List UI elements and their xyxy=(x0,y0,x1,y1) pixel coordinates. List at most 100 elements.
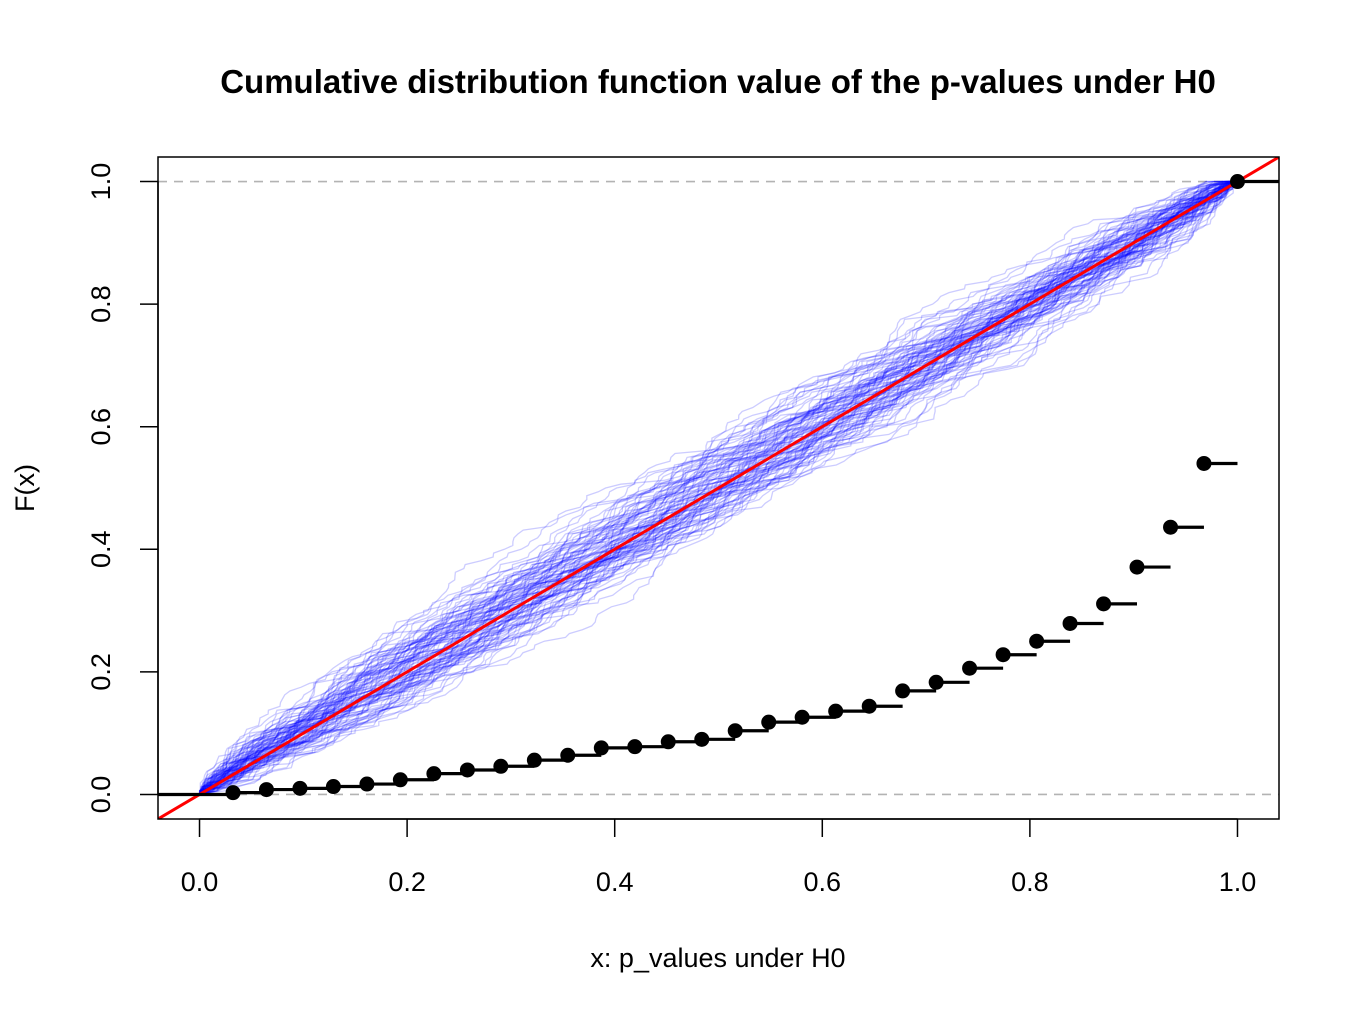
step-point xyxy=(828,703,844,719)
simulated-ecdf-line xyxy=(199,180,1238,796)
step-point xyxy=(493,758,509,774)
simulated-ecdf-line xyxy=(198,180,1238,795)
simulated-ecdf-line xyxy=(199,180,1238,795)
simulated-ecdf-line xyxy=(199,180,1238,796)
y-tick-label: 1.0 xyxy=(86,163,116,201)
step-point xyxy=(861,698,877,714)
simulated-ecdf-line xyxy=(198,180,1238,795)
simulated-ecdf-line xyxy=(199,180,1238,796)
simulated-ecdf-line xyxy=(199,180,1238,796)
simulated-ecdf-line xyxy=(199,180,1238,796)
simulated-ecdf-line xyxy=(199,180,1238,795)
simulated-ecdf-band xyxy=(198,180,1238,796)
step-point xyxy=(1029,633,1045,649)
simulated-ecdf-line xyxy=(198,180,1238,795)
simulated-ecdf-line xyxy=(199,180,1238,796)
chart-title: Cumulative distribution function value o… xyxy=(220,63,1216,100)
simulated-ecdf-line xyxy=(198,180,1238,795)
simulated-ecdf-line xyxy=(199,180,1238,795)
simulated-ecdf-line xyxy=(198,180,1238,795)
simulated-ecdf-line xyxy=(199,180,1238,795)
simulated-ecdf-line xyxy=(198,180,1238,795)
simulated-ecdf-line xyxy=(198,180,1238,795)
step-point xyxy=(1129,559,1145,575)
simulated-ecdf-line xyxy=(198,180,1238,795)
simulated-ecdf-line xyxy=(198,180,1238,795)
step-point xyxy=(895,683,911,699)
simulated-ecdf-line xyxy=(198,180,1238,795)
simulated-ecdf-line xyxy=(198,180,1238,795)
simulated-ecdf-line xyxy=(199,180,1238,795)
x-tick-label: 0.4 xyxy=(596,867,634,897)
simulated-ecdf-line xyxy=(199,180,1238,796)
simulated-ecdf-line xyxy=(199,180,1238,796)
simulated-ecdf-line xyxy=(199,180,1238,796)
step-point xyxy=(426,766,442,782)
simulated-ecdf-line xyxy=(199,180,1238,796)
simulated-ecdf-line xyxy=(198,180,1238,795)
simulated-ecdf-line xyxy=(199,180,1238,795)
simulated-ecdf-line xyxy=(199,180,1238,796)
simulated-ecdf-line xyxy=(199,180,1238,796)
simulated-ecdf-line xyxy=(199,180,1238,796)
plot-area xyxy=(158,157,1279,819)
y-axis-label: F(x) xyxy=(10,464,40,512)
y-axis: 0.0 0.2 0.4 0.6 0.8 1.0 xyxy=(86,163,159,813)
simulated-ecdf-line xyxy=(199,180,1238,796)
simulated-ecdf-line xyxy=(198,180,1238,795)
step-point xyxy=(794,709,810,725)
simulated-ecdf-line xyxy=(198,180,1238,795)
simulated-ecdf-line xyxy=(199,180,1238,796)
uniform-diagonal xyxy=(158,157,1279,819)
simulated-ecdf-line xyxy=(198,180,1238,795)
step-point xyxy=(727,723,743,739)
simulated-ecdf-line xyxy=(198,180,1238,795)
step-point xyxy=(459,762,475,778)
x-tick-label: 0.6 xyxy=(804,867,842,897)
step-point xyxy=(225,785,241,801)
x-tick-label: 0.2 xyxy=(388,867,426,897)
simulated-ecdf-line xyxy=(198,180,1238,795)
simulated-ecdf-line xyxy=(198,180,1238,795)
simulated-ecdf-line xyxy=(199,180,1238,796)
step-point xyxy=(292,780,308,796)
step-point xyxy=(1196,455,1212,471)
simulated-ecdf-line xyxy=(199,180,1238,795)
step-point xyxy=(560,747,576,763)
simulated-ecdf-line xyxy=(198,180,1238,795)
simulated-ecdf-line xyxy=(199,180,1238,796)
x-axis: 0.0 0.2 0.4 0.6 0.8 1.0 xyxy=(181,818,1257,897)
simulated-ecdf-line xyxy=(198,180,1238,795)
step-point xyxy=(593,740,609,756)
simulated-ecdf-line xyxy=(198,180,1238,795)
simulated-ecdf-line xyxy=(199,180,1238,796)
step-point xyxy=(258,782,274,798)
y-tick-label: 0.2 xyxy=(86,653,116,691)
simulated-ecdf-line xyxy=(199,180,1238,795)
simulated-ecdf-line xyxy=(198,180,1238,795)
step-point xyxy=(325,779,341,795)
step-point xyxy=(392,772,408,788)
y-tick-label: 0.4 xyxy=(86,531,116,569)
observed-ecdf xyxy=(158,174,1279,801)
simulated-ecdf-line xyxy=(199,180,1238,795)
simulated-ecdf-line xyxy=(199,180,1238,796)
step-point xyxy=(962,660,978,676)
simulated-ecdf-line xyxy=(198,180,1238,795)
reference-lines xyxy=(158,180,1279,796)
x-axis-label: x: p_values under H0 xyxy=(590,943,845,973)
simulated-ecdf-line xyxy=(199,180,1238,795)
diagonal-line xyxy=(158,157,1279,819)
simulated-ecdf-line xyxy=(199,180,1238,796)
simulated-ecdf-line xyxy=(198,180,1238,795)
simulated-ecdf-line xyxy=(199,180,1238,796)
step-point xyxy=(995,647,1011,663)
x-tick-label: 0.8 xyxy=(1011,867,1049,897)
simulated-ecdf-line xyxy=(199,180,1238,796)
simulated-ecdf-line xyxy=(199,180,1238,796)
step-point xyxy=(1096,596,1112,612)
step-point xyxy=(660,734,676,750)
x-tick-label: 1.0 xyxy=(1219,867,1257,897)
step-point xyxy=(1229,174,1245,190)
